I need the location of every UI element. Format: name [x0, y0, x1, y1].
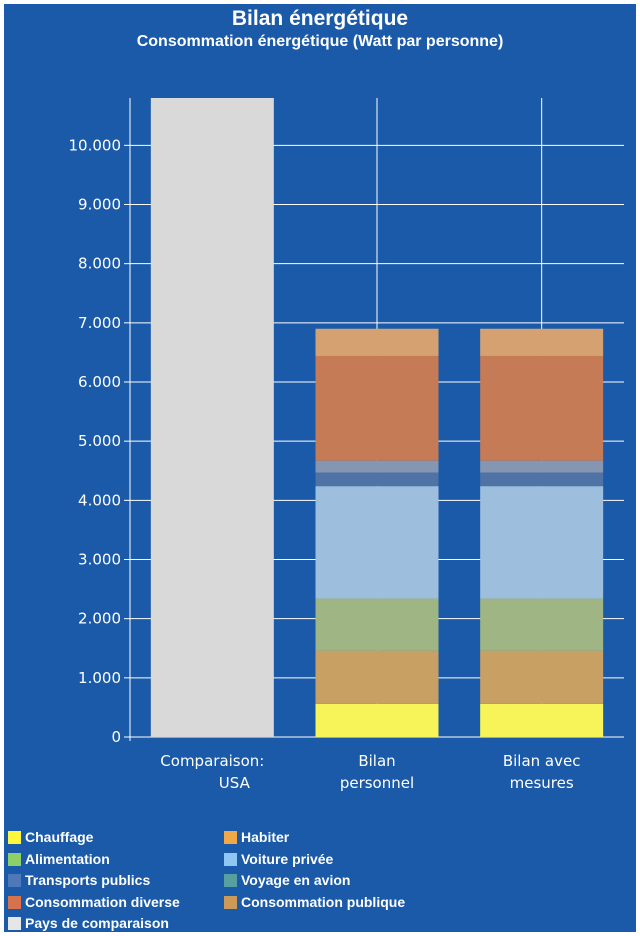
y-tick-label: 2.000: [78, 610, 121, 628]
bar-segment-habiter: [315, 650, 439, 704]
bar-segment-transports-publics: [480, 472, 604, 487]
legend-swatch: [224, 852, 237, 866]
legend-label: Voiture privée: [241, 850, 334, 867]
bar-segment-transports-publics: [315, 472, 439, 487]
legend-label: Pays de comparaison: [25, 915, 169, 931]
bar-segment-consommation-diverse: [315, 355, 439, 461]
bar-segment-chauffage: [315, 703, 439, 737]
bar-segment-voiture-priv-e: [480, 486, 604, 599]
y-tick-label: 8.000: [78, 255, 121, 273]
y-tick-label: 9.000: [78, 196, 121, 214]
chart-panel: Bilan énergétique Consommation énergétiq…: [4, 4, 636, 932]
y-tick-label: 1.000: [78, 669, 121, 687]
bar-segment-alimentation: [480, 598, 604, 651]
legend-label: Chauffage: [25, 829, 94, 845]
legend-swatch: [8, 895, 21, 909]
legend-swatch: [8, 852, 21, 866]
bar-segment-chauffage: [480, 703, 604, 737]
chart-title: Bilan énergétique: [231, 7, 409, 30]
x-tick-label: Comparaison: USA: [160, 752, 264, 792]
legend-label: Transports publics: [25, 872, 151, 888]
x-tick-label: Bilan personnel: [340, 752, 414, 792]
legend-swatch: [224, 831, 237, 844]
legend-label: Consommation publique: [241, 893, 406, 910]
y-tick-label: 0: [111, 728, 121, 746]
legend-label: Consommation diverse: [25, 893, 180, 910]
bar-segment-consommation-diverse: [480, 355, 604, 461]
legend-swatch: [8, 831, 21, 844]
legend-swatch: [224, 895, 237, 909]
y-tick-label: 7.000: [78, 314, 121, 332]
legend-swatch: [8, 917, 21, 930]
bar-segment-voyage-en-avion: [480, 460, 604, 473]
bar-segment-voiture-priv-e: [315, 486, 439, 599]
bar-segment-pays-de-comparaison: [150, 98, 274, 737]
y-tick-label: 3.000: [78, 551, 121, 569]
legend-label: Habiter: [241, 829, 290, 845]
y-tick-label: 10.000: [69, 136, 122, 154]
x-tick-label: Bilan avec mesures: [503, 752, 581, 792]
legend-label: Voyage en avion: [241, 872, 351, 888]
bar-segment-consommation-publique: [480, 328, 604, 356]
y-tick-label: 5.000: [78, 432, 121, 450]
legend-swatch: [224, 874, 237, 887]
y-tick-label: 6.000: [78, 373, 121, 391]
y-tick-label: 4.000: [78, 491, 121, 509]
bar-segment-habiter: [480, 650, 604, 704]
chart-subtitle: Consommation énergétique (Watt par perso…: [136, 33, 504, 50]
bar-segment-voyage-en-avion: [315, 460, 439, 473]
plot-area: 0 1.000 2.000 3.000 4.000 5.000 6.000 7.000 8.00…: [69, 98, 624, 792]
legend-swatch: [8, 874, 21, 887]
legend-label: Alimentation: [25, 850, 110, 867]
bar-segment-consommation-publique: [315, 328, 439, 356]
bar-segment-alimentation: [315, 598, 439, 651]
legend: Chauffage Habiter Alimentation Voiture priv…: [4, 822, 636, 932]
